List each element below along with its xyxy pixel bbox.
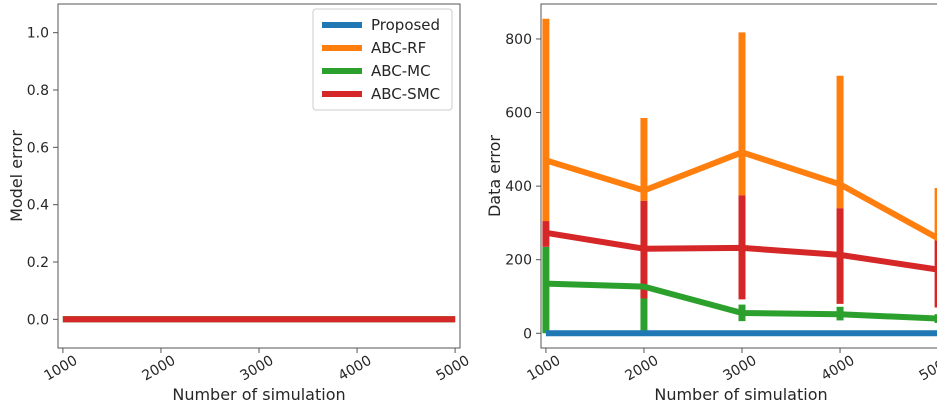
left-y-tick-label: 0.0 <box>27 312 49 328</box>
right-y-ticks: 0 200 400 600 800 <box>505 32 541 342</box>
legend-label-abc-smc: ABC-SMC <box>371 85 440 103</box>
legend-label-abc-rf: ABC-RF <box>371 39 426 57</box>
right-x-tick-label: 5000 <box>917 353 937 385</box>
left-panel: 0.00.20.40.60.81.0 1000 2000 3000 4000 5000 … <box>7 3 473 404</box>
right-x-tick-label: 2000 <box>623 353 662 385</box>
right-x-tick-label: 3000 <box>721 353 760 385</box>
left-x-tick-label: 5000 <box>434 353 473 385</box>
right-x-ticks: 1000 2000 3000 4000 5000 <box>524 348 937 384</box>
legend-box <box>312 8 453 111</box>
left-x-tick-label: 4000 <box>336 353 375 385</box>
right-x-axis-label: Number of simulation <box>654 385 827 404</box>
right-y-tick-label: 600 <box>505 106 532 122</box>
left-y-tick-label: 1.0 <box>27 26 49 42</box>
left-y-ticks: 0.0 0.2 0.4 0.6 0.8 1.0 <box>27 26 58 328</box>
series-line-abc-mc <box>545 280 937 322</box>
left-x-tick-label: 3000 <box>238 353 277 385</box>
left-x-axis-label: Number of simulation <box>172 385 345 404</box>
legend: Proposed ABC-RF ABC-MC ABC-SMC <box>312 8 453 111</box>
legend-label-proposed: Proposed <box>371 16 440 34</box>
series-line-abc-smc <box>545 229 937 273</box>
right-y-tick-label: 400 <box>505 179 532 195</box>
left-x-tick-label: 1000 <box>41 353 80 385</box>
series-line-abc-rf <box>545 149 937 242</box>
left-y-tick-label: 0.4 <box>27 198 49 214</box>
left-x-ticks: 1000 2000 3000 4000 5000 <box>41 348 473 385</box>
right-y-tick-label: 200 <box>505 253 532 269</box>
right-series-lines <box>545 149 937 337</box>
right-x-tick-label: 4000 <box>819 353 858 385</box>
legend-label-abc-mc: ABC-MC <box>371 62 431 80</box>
right-y-axis-label: Data error <box>485 135 504 217</box>
right-y-tick-label: 800 <box>505 32 532 48</box>
left-y-tick-label: 0.6 <box>27 140 49 156</box>
right-x-tick-label: 1000 <box>524 353 563 385</box>
left-y-tick-label: 0.2 <box>27 255 49 271</box>
left-y-tick-label: 0.8 <box>27 83 49 99</box>
left-x-tick-label: 2000 <box>140 353 179 385</box>
right-y-tick-label: 0 <box>523 326 532 342</box>
left-y-axis-label: Model error <box>7 130 26 222</box>
right-panel: 0 200 400 600 800 1000 2000 3000 4000 5000 Numbe… <box>485 3 937 404</box>
